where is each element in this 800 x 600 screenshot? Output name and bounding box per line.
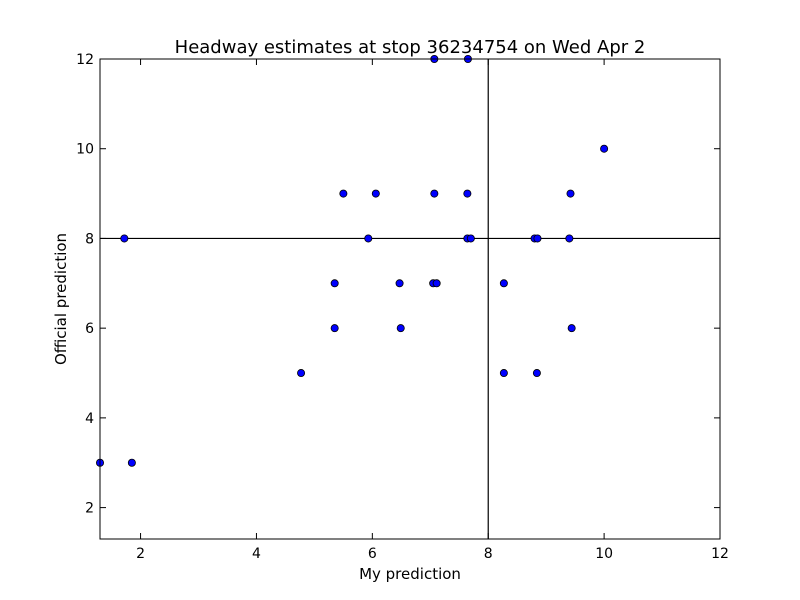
data-point: [127, 458, 136, 467]
data-point: [396, 324, 405, 333]
data-point: [330, 279, 339, 288]
data-point: [566, 189, 575, 198]
data-point: [466, 234, 475, 243]
data-point: [533, 234, 542, 243]
data-point: [395, 279, 404, 288]
y-tick-label: 2: [85, 501, 94, 517]
x-tick-label: 4: [252, 546, 261, 562]
data-point: [364, 234, 373, 243]
data-point: [463, 189, 472, 198]
y-tick-label: 12: [76, 52, 94, 68]
data-point: [430, 189, 439, 198]
data-point: [600, 144, 609, 153]
x-tick-label: 6: [368, 546, 377, 562]
x-tick-label: 2: [136, 546, 145, 562]
y-tick-label: 8: [85, 231, 94, 247]
data-point: [330, 324, 339, 333]
plot-frame: [99, 58, 721, 540]
x-tick-label: 12: [711, 546, 729, 562]
chart-title: Headway estimates at stop 36234754 on We…: [175, 37, 646, 58]
data-point: [371, 189, 380, 198]
data-point: [565, 234, 574, 243]
data-point: [297, 369, 306, 378]
reference-lines: [100, 59, 720, 539]
data-point: [499, 369, 508, 378]
data-point: [432, 279, 441, 288]
axis-ticks: 2 4 6 8 10 12 2 4 6 8 10 12: [76, 52, 729, 562]
data-points: [96, 55, 609, 467]
x-tick-label: 10: [595, 546, 613, 562]
y-tick-label: 10: [76, 142, 94, 158]
data-point: [339, 189, 348, 198]
y-tick-label: 6: [85, 321, 94, 337]
y-axis-label: Official prediction: [52, 233, 70, 365]
y-tick-label: 4: [85, 411, 94, 427]
data-point: [499, 279, 508, 288]
data-point: [567, 324, 576, 333]
x-axis-label: My prediction: [359, 565, 461, 583]
x-tick-label: 8: [484, 546, 493, 562]
data-point: [532, 369, 541, 378]
data-point: [120, 234, 129, 243]
